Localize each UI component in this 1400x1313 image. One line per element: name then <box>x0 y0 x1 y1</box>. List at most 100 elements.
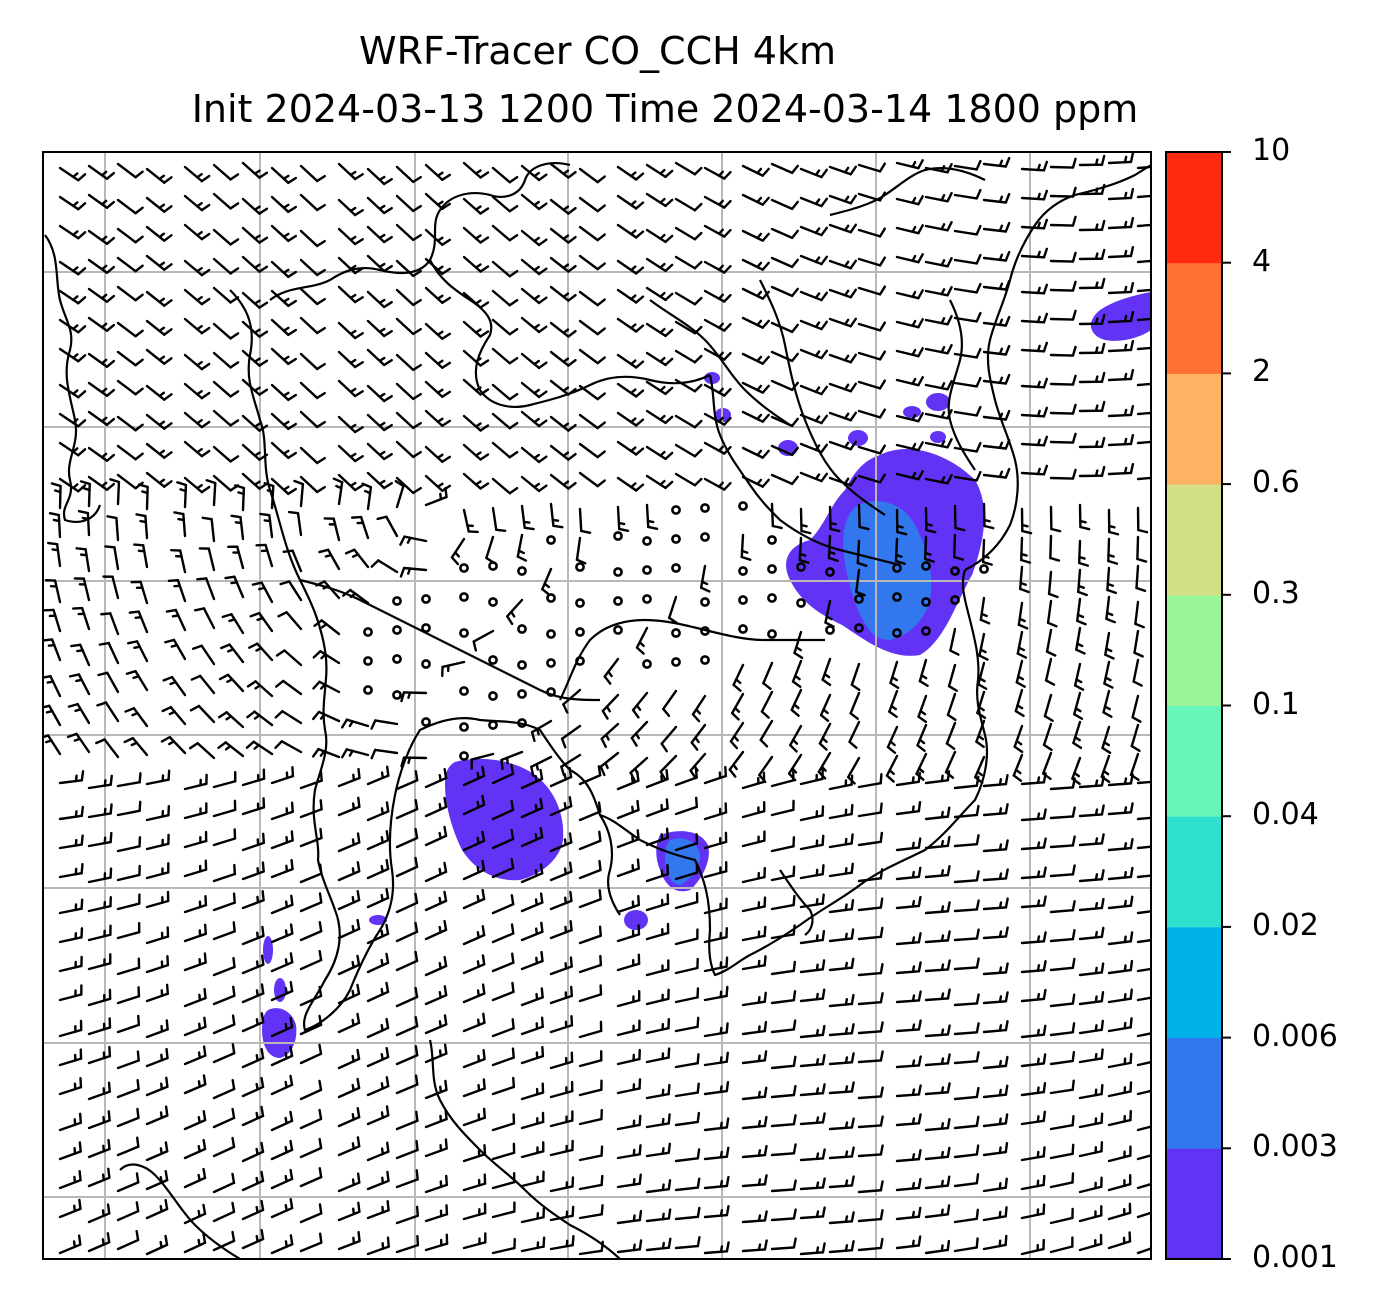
wind-barb <box>116 957 141 976</box>
wind-barb <box>770 924 796 940</box>
wind-barb <box>1078 991 1105 1006</box>
wind-barb <box>193 607 216 630</box>
wind-barb <box>924 864 951 879</box>
wind-barb <box>87 1232 111 1253</box>
wind-barb <box>145 442 173 459</box>
wind-barb <box>828 928 855 943</box>
wind-barb <box>462 1078 486 1098</box>
wind-barb <box>549 1110 574 1128</box>
wind-barb <box>299 985 323 1007</box>
wind-barb <box>703 1146 730 1161</box>
wind-barb <box>145 890 170 909</box>
wind-barb <box>1020 1053 1047 1068</box>
wind-barb <box>299 352 326 371</box>
wind-barb <box>311 747 341 759</box>
wind-barb <box>241 443 269 461</box>
wind-barb <box>491 828 515 850</box>
wind-barb <box>299 258 326 277</box>
wind-barb <box>635 626 649 655</box>
calm-marker <box>700 655 710 665</box>
wind-barb <box>1047 570 1059 599</box>
wind-barb <box>857 350 887 361</box>
wind-barb <box>1132 658 1143 687</box>
wind-barb <box>462 1107 486 1127</box>
wind-barb <box>703 289 732 303</box>
colorbar-segment <box>1166 1037 1222 1149</box>
wind-barb <box>241 291 269 309</box>
wind-barb <box>183 223 211 241</box>
wind-barb <box>183 317 211 335</box>
wind-barb <box>819 693 832 722</box>
wind-barb <box>703 1175 730 1190</box>
wind-barb <box>741 1020 768 1036</box>
wind-barb <box>270 195 298 214</box>
wind-barb <box>270 765 295 785</box>
wind-barb <box>924 221 953 232</box>
wind-barb <box>770 894 796 911</box>
wind-barb <box>424 257 452 275</box>
wind-barb <box>982 962 1009 976</box>
wind-barb <box>198 547 216 572</box>
wind-barb <box>857 162 887 173</box>
wind-barb <box>828 862 854 878</box>
colorbar-segment <box>1166 152 1222 264</box>
wind-barb <box>982 279 1011 291</box>
calm-marker <box>546 629 556 639</box>
wind-barb <box>1020 1146 1046 1162</box>
wind-barb <box>741 352 770 365</box>
wind-barb <box>1134 600 1145 629</box>
wind-barb <box>116 772 142 788</box>
wind-barb <box>924 163 953 174</box>
wind-barb <box>895 376 924 387</box>
wind-barb <box>337 162 364 181</box>
coastline-southwest <box>119 1163 241 1259</box>
wind-barb <box>1078 371 1106 384</box>
calm-marker <box>517 660 527 670</box>
wind-barb <box>491 318 519 336</box>
colorbar <box>1165 151 1231 1260</box>
wind-barb <box>116 864 141 882</box>
wind-barb <box>616 858 640 878</box>
wind-barb <box>275 679 303 696</box>
wind-barb <box>1020 247 1049 259</box>
wind-barb <box>116 321 144 338</box>
wind-barb <box>855 568 866 597</box>
wind-barb <box>212 921 236 941</box>
wind-barb <box>857 191 887 202</box>
wind-barb <box>212 286 240 304</box>
wind-barb <box>1078 277 1106 290</box>
wind-barb <box>98 641 120 665</box>
wind-barb <box>549 985 574 1005</box>
wind-barb <box>1136 1182 1151 1190</box>
calm-marker <box>517 689 527 699</box>
colorbar-tick-label: 0.1 <box>1252 686 1300 722</box>
wind-barb <box>241 255 269 273</box>
wind-barb <box>160 735 187 755</box>
wind-barb <box>1107 368 1135 382</box>
border-south-1 <box>599 814 621 916</box>
wind-barb <box>924 409 953 420</box>
wind-barb <box>227 545 245 570</box>
wind-barb <box>828 803 854 820</box>
colorbar-tick-label: 4 <box>1252 243 1272 279</box>
wind-barb <box>895 961 922 975</box>
wind-barb <box>1136 1154 1151 1161</box>
wind-barb <box>578 859 602 880</box>
wind-barb <box>924 1082 951 1096</box>
wind-barb <box>857 1237 884 1252</box>
wind-barb <box>770 1237 797 1251</box>
wind-barb <box>145 926 170 945</box>
wind-barb <box>162 675 187 697</box>
wind-barb <box>520 1170 545 1188</box>
wind-barb <box>799 834 825 851</box>
wind-barb <box>549 919 573 940</box>
wind-barb <box>645 322 674 338</box>
calm-marker <box>825 625 835 635</box>
wind-barb <box>124 707 149 728</box>
wind-barb <box>205 479 217 507</box>
wind-barb <box>366 471 393 490</box>
wind-barb <box>1107 1017 1133 1033</box>
wind-barb <box>128 610 149 634</box>
wind-barb <box>183 1138 207 1160</box>
wind-barb <box>212 985 236 1006</box>
